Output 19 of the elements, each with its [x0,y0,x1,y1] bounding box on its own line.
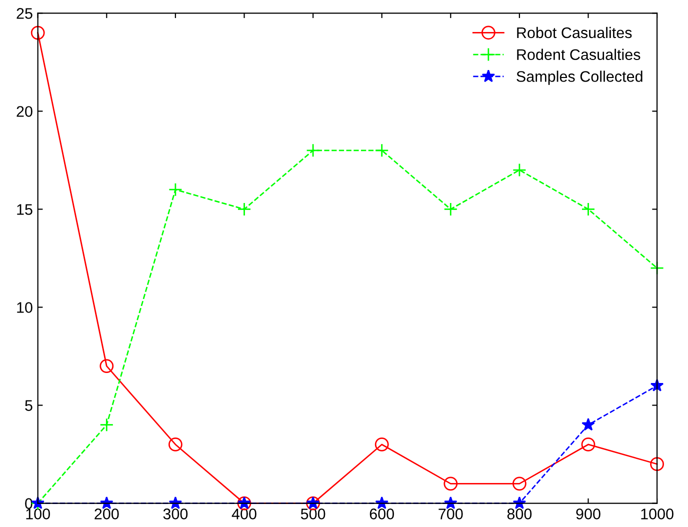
x-tick-label: 600 [370,508,394,520]
x-tick-label: 200 [94,508,119,520]
y-tick-label: 5 [25,400,32,411]
y-tick-label: 15 [17,204,32,215]
y-tick-label: 10 [17,302,32,313]
legend-label: Rodent Casualties [517,48,640,60]
x-tick-label: 800 [507,508,532,520]
legend-label: Robot Casualites [517,26,632,38]
x-tick-label: 300 [163,508,188,520]
y-tick-label: 0 [25,498,32,509]
x-tick-label: 700 [438,508,463,520]
x-tick-label: 500 [300,508,326,520]
legend-label: Samples Collected [516,70,642,85]
x-tick-label: 900 [576,508,600,520]
x-tick-label: 100 [26,508,50,520]
y-tick-label: 25 [16,8,32,19]
y-tick-label: 20 [16,106,32,117]
x-tick-label: 400 [232,508,256,520]
x-tick-label: 1000 [641,508,674,520]
